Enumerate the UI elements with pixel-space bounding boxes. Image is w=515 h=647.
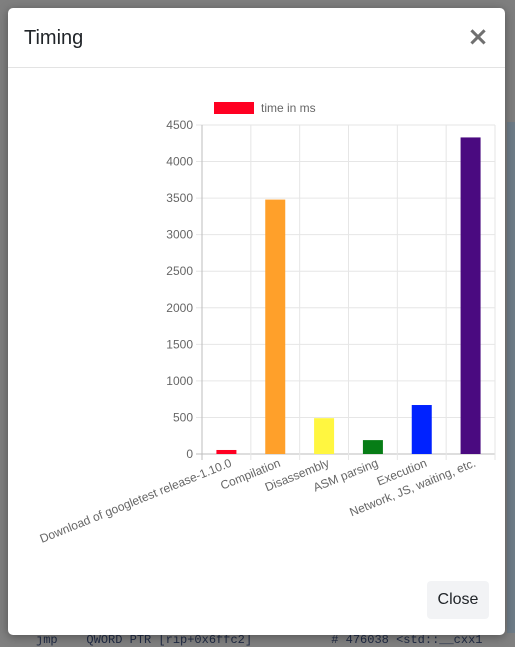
y-tick-label: 2000 [166,301,193,315]
bar-1 [265,199,286,454]
timing-chart: 0 500 1000 1500 2000 2500 3000 3500 4000 4500 Down… [20,84,498,564]
y-tick-label: 3000 [166,228,193,242]
y-tick-label: 0 [186,447,193,461]
timing-bar-chart: 0 500 1000 1500 2000 2500 3000 3500 4000 4500 Down… [38,101,496,546]
y-tick-label: 4500 [166,118,193,132]
modal-title: Timing [24,27,84,49]
y-tick-label: 2500 [166,264,193,278]
bar-3 [362,440,383,454]
y-tick-label: 3500 [166,191,193,205]
legend-label: time in ms [261,101,316,115]
y-tick-label: 4000 [166,155,193,169]
bar-0 [216,449,237,454]
y-tick-label: 1500 [166,337,193,351]
bar-4 [411,405,432,454]
timing-modal: Timing × 0 500 1000 1500 2000 2500 3000 3500 400… [8,8,505,635]
legend-swatch [214,102,254,114]
editor-code-line: jmp QWORD PTR [rip+0x6ffc2] # 476038 <st… [0,633,515,647]
y-tick-label: 1000 [166,374,193,388]
close-button[interactable]: Close [427,581,489,619]
close-icon[interactable]: × [465,22,491,52]
x-tick-label: Download of googletest release-1.10.0 [38,456,234,546]
modal-header: Timing × [8,8,505,68]
bar-2 [314,418,335,454]
bar-5 [460,137,481,454]
y-tick-label: 500 [173,410,193,424]
editor-scrollbar [507,122,515,642]
